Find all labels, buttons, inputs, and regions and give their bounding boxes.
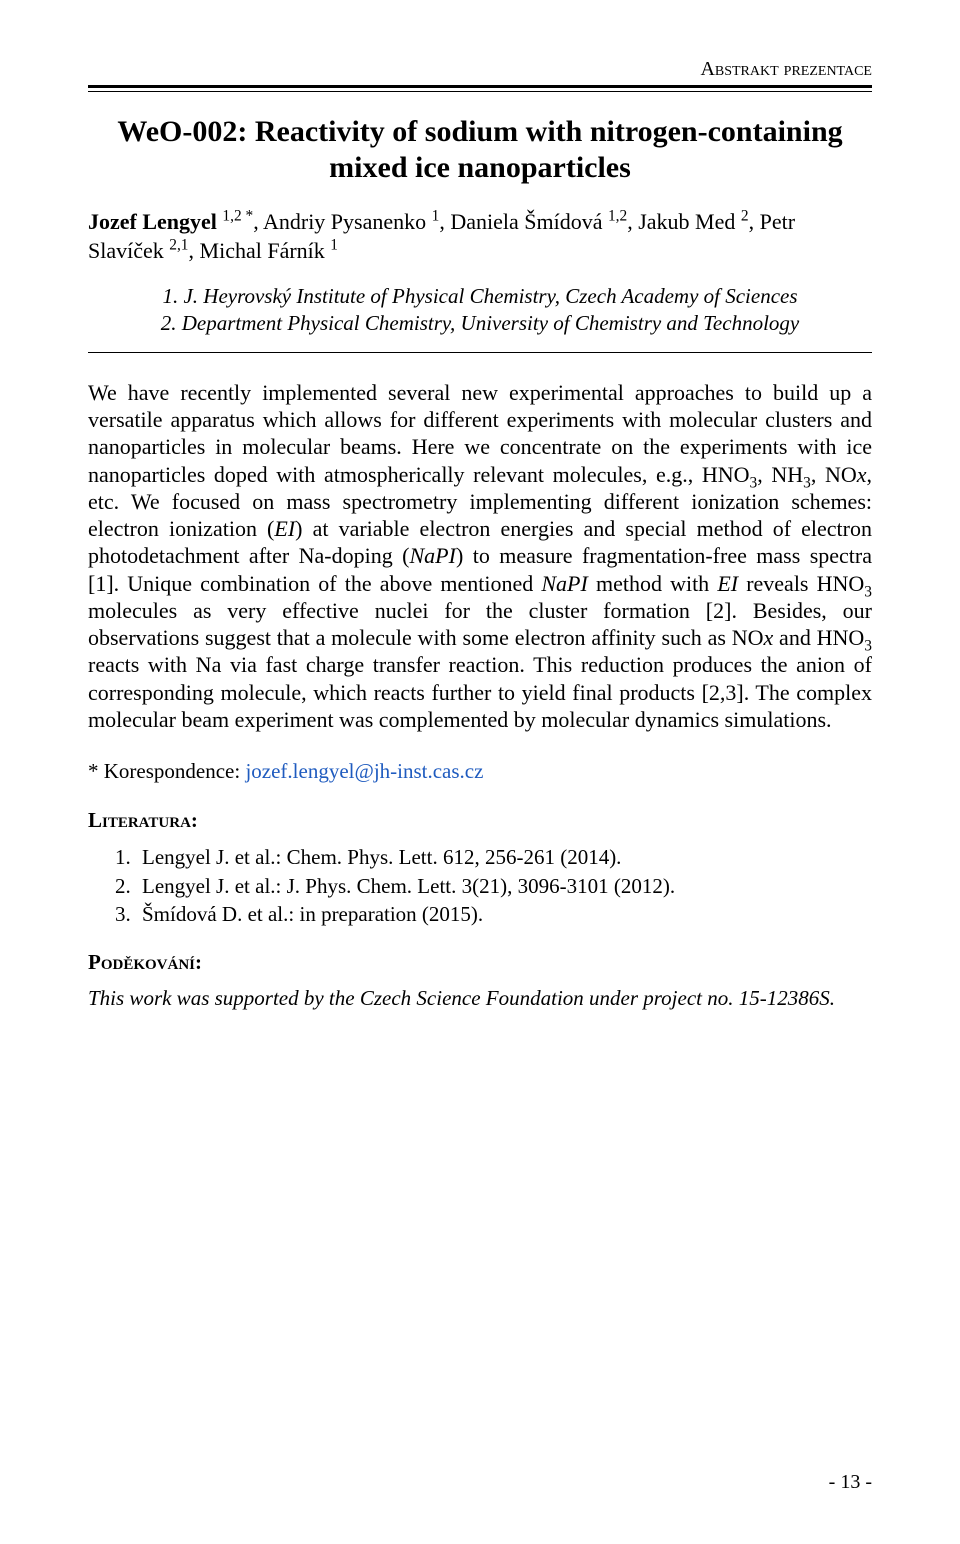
page-number: - 13 - [829, 1471, 872, 1494]
affiliations: 1. J. Heyrovský Institute of Physical Ch… [88, 283, 872, 338]
authors-line: Jozef Lengyel 1,2 *, Andriy Pysanenko 1,… [88, 208, 872, 265]
reference-item: Lengyel J. et al.: Chem. Phys. Lett. 612… [136, 843, 872, 871]
header-label: Abstrakt prezentace [88, 58, 872, 81]
literature-heading: Literatura: [88, 808, 872, 833]
reference-item: Šmídová D. et al.: in preparation (2015)… [136, 900, 872, 928]
affiliation-1: 1. J. Heyrovský Institute of Physical Ch… [88, 283, 872, 310]
literature-list: Lengyel J. et al.: Chem. Phys. Lett. 612… [88, 843, 872, 928]
correspondence-email-link[interactable]: jozef.lengyel@jh-inst.cas.cz [245, 759, 483, 783]
title-code: WeO-002: [117, 115, 247, 148]
abstract-title: WeO-002: Reactivity of sodium with nitro… [88, 114, 872, 186]
acknowledgement-heading: Poděkování: [88, 950, 872, 975]
correspondence-label: * Korespondence: [88, 759, 245, 783]
reference-item: Lengyel J. et al.: J. Phys. Chem. Lett. … [136, 872, 872, 900]
divider-double [88, 85, 872, 92]
title-text: Reactivity of sodium with nitrogen-conta… [255, 115, 843, 184]
acknowledgement-text: This work was supported by the Czech Sci… [88, 985, 872, 1012]
abstract-body: We have recently implemented several new… [88, 379, 872, 733]
divider-single [88, 352, 872, 353]
page: Abstrakt prezentace WeO-002: Reactivity … [0, 0, 960, 1544]
correspondence: * Korespondence: jozef.lengyel@jh-inst.c… [88, 759, 872, 784]
affiliation-2: 2. Department Physical Chemistry, Univer… [88, 310, 872, 337]
